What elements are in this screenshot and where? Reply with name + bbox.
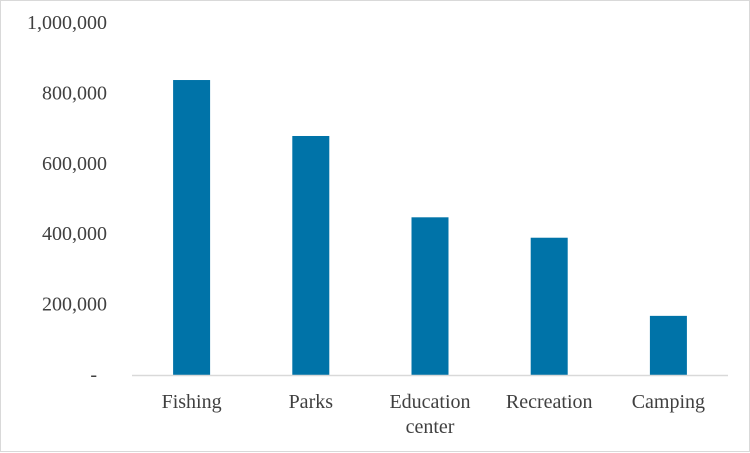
bar-fishing (173, 80, 211, 376)
x-tick-label: Fishing (162, 391, 222, 413)
x-tick-label: Camping (632, 391, 705, 413)
x-tick-label: Education center (389, 391, 470, 438)
x-axis-labels: Fishing Parks Education center Recreation Cam… (162, 391, 705, 438)
x-tick-label-line: Recreation (506, 391, 593, 413)
y-tick-label: 400,000 (42, 223, 107, 245)
x-tick-label-line: Fishing (162, 391, 222, 413)
y-tick-label: - (90, 364, 97, 386)
x-tick-label: Recreation (506, 391, 593, 413)
bar-recreation (530, 237, 568, 375)
y-tick-label: 600,000 (42, 153, 107, 175)
y-tick-label: 200,000 (42, 294, 107, 316)
x-tick-label: Parks (289, 391, 334, 413)
bar-education-center (411, 217, 449, 375)
x-tick-label-line: Parks (289, 391, 334, 413)
y-axis-ticks: - 200,000 400,000 600,000 800,000 1,000,000 (27, 12, 107, 386)
bar-parks (292, 135, 330, 375)
y-tick-label: 1,000,000 (27, 12, 107, 34)
y-tick-label: 800,000 (42, 82, 107, 104)
x-tick-label-line: Education (389, 391, 470, 413)
bars (173, 80, 687, 376)
x-tick-label-line: Camping (632, 391, 705, 413)
x-tick-label-line: center (406, 416, 455, 438)
bar-camping (649, 315, 687, 375)
